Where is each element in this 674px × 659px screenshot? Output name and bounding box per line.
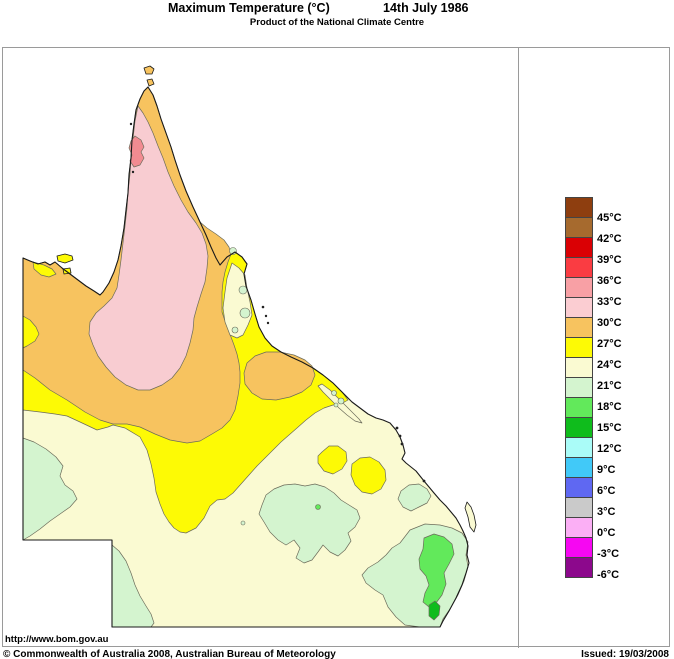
- island-torres-1: [143, 65, 155, 75]
- legend-label: 12°C: [597, 443, 622, 455]
- map-frame: [2, 47, 670, 647]
- island-gulf-2: [62, 267, 72, 275]
- legend-swatch: [565, 477, 593, 498]
- legend-swatch: [565, 297, 593, 318]
- legend-swatch: [565, 277, 593, 298]
- map-legend-divider: [518, 47, 519, 648]
- page-subtitle: Product of the National Climate Centre: [249, 17, 425, 28]
- legend-swatch: [565, 557, 593, 578]
- legend-swatch: [565, 257, 593, 278]
- island-mark: [129, 122, 133, 126]
- region-green-southwest: [22, 437, 78, 541]
- coastal-spot: [333, 402, 339, 408]
- legend-label: -3°C: [597, 548, 620, 560]
- region-green-southcentral: [258, 483, 361, 564]
- qld-temperature-map: [22, 65, 477, 628]
- legend-swatch: [565, 417, 593, 438]
- legend-label: 36°C: [597, 275, 622, 287]
- coastal-spot: [239, 307, 251, 319]
- legend-label: 33°C: [597, 296, 622, 308]
- legend-label: 0°C: [597, 527, 616, 539]
- region-green-seq-north: [397, 483, 432, 512]
- island-mark: [131, 170, 135, 174]
- legend-swatch: [565, 537, 593, 558]
- island-mark: [400, 442, 404, 446]
- region-orange-central: [243, 351, 316, 401]
- temperature-legend: 45°C 42°C 39°C 36°C 33°C 30°C 27°C 24°C 21°C 18°C…: [565, 197, 670, 608]
- legend-swatch: [565, 357, 593, 378]
- bom-url: http://www.bom.gov.au: [5, 634, 109, 645]
- issued-date: Issued: 19/03/2008: [581, 649, 669, 659]
- region-salmon-33-36: [128, 135, 145, 168]
- legend-label: 21°C: [597, 380, 622, 392]
- coastal-spot: [238, 285, 248, 295]
- island-mark: [398, 434, 402, 438]
- legend-swatch: [565, 377, 593, 398]
- legend-label: 3°C: [597, 506, 616, 518]
- legend-swatch: [565, 197, 593, 218]
- island-mark: [266, 321, 270, 325]
- island-mark: [264, 314, 268, 318]
- legend-swatch: [565, 237, 593, 258]
- legend-swatch: [565, 337, 593, 358]
- legend-swatch: [565, 517, 593, 538]
- coastal-spot: [231, 326, 239, 334]
- legend-label: 42°C: [597, 233, 622, 245]
- region-yellow-gulf-coast: [32, 261, 57, 278]
- legend-label: 45°C: [597, 212, 622, 224]
- region-yellow-border-notch: [22, 315, 40, 349]
- legend-label: 30°C: [597, 317, 622, 329]
- legend-swatch: [565, 457, 593, 478]
- coastal-spot: [331, 390, 337, 396]
- legend-color-scale: [565, 197, 593, 578]
- legend-label: 24°C: [597, 359, 622, 371]
- island-mark: [261, 305, 265, 309]
- legend-label: 18°C: [597, 401, 622, 413]
- island-gulf-1: [56, 253, 74, 264]
- region-green-12-15: [428, 600, 441, 621]
- legend-swatch: [565, 437, 593, 458]
- legend-label: 15°C: [597, 422, 622, 434]
- legend-swatch: [565, 317, 593, 338]
- island-mark: [422, 479, 426, 483]
- legend-swatch: [565, 397, 593, 418]
- legend-label: 6°C: [597, 485, 616, 497]
- region-yellow-se-blob1: [317, 445, 348, 475]
- legend-label: 9°C: [597, 464, 616, 476]
- legend-label: -6°C: [597, 569, 620, 581]
- queensland-coastline: [22, 86, 470, 628]
- coastal-spot: [337, 397, 345, 405]
- coastal-spot: [240, 520, 246, 526]
- coastal-spot: [315, 504, 321, 510]
- island-fraser: [464, 501, 477, 533]
- legend-label: 27°C: [597, 338, 622, 350]
- copyright-text: © Commonwealth of Australia 2008, Austra…: [3, 649, 336, 659]
- page-title-date: 14th July 1986: [383, 1, 469, 15]
- legend-swatch: [565, 217, 593, 238]
- legend-label: 39°C: [597, 254, 622, 266]
- region-yellow-se-blob2: [350, 456, 387, 495]
- island-torres-2: [146, 78, 155, 87]
- island-mark: [395, 426, 399, 430]
- region-pink-30-33: [88, 105, 209, 391]
- page-title: Maximum Temperature (°C): [168, 1, 330, 15]
- legend-swatch: [565, 497, 593, 518]
